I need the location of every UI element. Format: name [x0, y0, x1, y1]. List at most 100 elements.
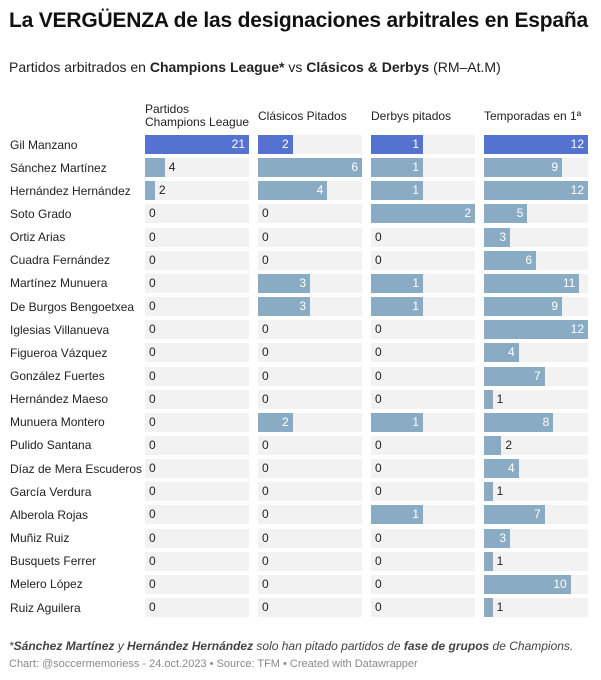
bar-value-label: 0	[149, 345, 156, 360]
bar-track: 1	[484, 551, 588, 571]
bar-value-label: 3	[299, 299, 306, 314]
chart-title: La VERGÜENZA de las designaciones arbitr…	[9, 9, 588, 32]
bar-track: 0	[371, 389, 475, 409]
column-header-derbys: Derbys pitados	[371, 110, 451, 123]
bar	[258, 412, 293, 432]
bar-value-label: 0	[375, 229, 382, 244]
bar-value-label: 2	[158, 183, 166, 198]
bar-track: 4	[258, 181, 362, 201]
bar-value-label: 0	[262, 461, 269, 476]
bar-value-label: 3	[499, 229, 506, 244]
row-label: Hernández Hernández	[10, 183, 131, 198]
bar	[484, 528, 510, 548]
row-label: Gil Manzano	[10, 137, 78, 152]
bar-value-label: 1	[412, 414, 419, 429]
bar-track: 0	[371, 482, 475, 502]
bar-value-label: 0	[149, 484, 156, 499]
bar-track: 0	[145, 482, 249, 502]
bar-value-label: 0	[262, 530, 269, 545]
bar-track: 3	[258, 297, 362, 317]
bar-track: 4	[484, 459, 588, 479]
footnote: *Sánchez Martínez y Hernández Hernández …	[9, 639, 573, 653]
bar-track: 0	[371, 574, 475, 594]
bar-track: 0	[145, 227, 249, 247]
bar-value-label: 0	[262, 368, 269, 383]
bar-value-label: 2	[281, 137, 289, 151]
bar-value-label: 0	[262, 507, 269, 522]
bar-track: 0	[258, 250, 362, 270]
bar	[371, 135, 423, 154]
bar-value-label: 0	[149, 553, 156, 568]
bar	[484, 250, 536, 270]
bar-value-label: 7	[533, 507, 541, 522]
bar-track: 0	[258, 459, 362, 479]
bar-value-label: 6	[525, 252, 532, 267]
row-label: Martínez Munuera	[10, 276, 108, 291]
bar-value-label: 0	[149, 576, 156, 591]
bar-value-label: 3	[299, 275, 306, 290]
bar-value-label: 0	[149, 368, 156, 383]
bar-value-label: 12	[570, 137, 584, 151]
bar-track: 7	[484, 366, 588, 386]
bar-track: 0	[371, 366, 475, 386]
bar-track: 11	[484, 273, 588, 293]
bar-value-label: 0	[149, 437, 156, 452]
bar-track: 9	[484, 158, 588, 178]
bar-value-label: 6	[351, 160, 358, 175]
row-label: Soto Grado	[10, 206, 72, 221]
bar-value-label: 0	[149, 391, 156, 406]
bar-track: 0	[371, 435, 475, 455]
bar-value-label: 0	[262, 345, 269, 360]
bar-track: 1	[371, 505, 475, 525]
bar-track: 9	[484, 297, 588, 317]
bar-value-label: 4	[316, 183, 324, 198]
bar-value-label: 0	[262, 553, 269, 568]
bar-value-label: 0	[149, 322, 156, 337]
column-header-line: Clásicos Pitados	[258, 109, 347, 123]
bar-track: 0	[258, 505, 362, 525]
bar	[484, 204, 528, 224]
bar-value-label: 1	[496, 484, 504, 499]
bar-track: 0	[371, 551, 475, 571]
bar-track: 0	[258, 366, 362, 386]
row-label: Cuadra Fernández	[10, 253, 111, 268]
bar-track: 8	[484, 412, 588, 432]
bar-value-label: 0	[262, 229, 269, 244]
bar-value-label: 0	[262, 206, 269, 221]
chart-credit: Chart: @soccermemoriess - 24.oct.2023 • …	[9, 658, 418, 670]
row-label: Iglesias Villanueva	[10, 322, 110, 337]
subtitle-part: (RM–At.M)	[429, 59, 501, 75]
column-header-clasicos: Clásicos Pitados	[258, 110, 347, 123]
bar-track: 4	[484, 343, 588, 363]
bar-value-label: 9	[551, 299, 558, 314]
bar-track: 3	[258, 273, 362, 293]
bar-track: 1	[371, 135, 475, 154]
bar-value-label: 4	[507, 461, 515, 476]
bar	[484, 320, 588, 340]
bar-track: 2	[258, 412, 362, 432]
bar-track: 21	[145, 135, 249, 154]
bar	[145, 158, 165, 178]
row-label: De Burgos Bengoetxea	[10, 299, 135, 314]
bar	[484, 389, 493, 409]
footnote-part: *	[9, 639, 14, 653]
bar-value-label: 0	[375, 461, 382, 476]
footnote-part: de Champions.	[489, 639, 574, 653]
bar-track: 0	[145, 459, 249, 479]
row-label: Ortiz Arias	[10, 230, 66, 245]
bar-track: 2	[371, 204, 475, 224]
bar	[484, 459, 519, 479]
bar-track: 0	[258, 435, 362, 455]
footnote-part: y	[114, 639, 128, 653]
bar-track: 1	[371, 273, 475, 293]
subtitle-bold-clasicos: Clásicos & Derbys	[306, 59, 430, 75]
row-label: Muñiz Ruiz	[10, 531, 70, 546]
bar-track: 0	[145, 343, 249, 363]
bar-value-label: 0	[149, 414, 156, 429]
bar-track: 0	[145, 273, 249, 293]
bar	[258, 273, 310, 293]
bar-value-label: 4	[507, 345, 515, 360]
row-label: García Verdura	[10, 484, 92, 499]
column-header-line: Partidos	[145, 102, 190, 116]
column-header-line: Temporadas en 1ª	[484, 109, 582, 123]
